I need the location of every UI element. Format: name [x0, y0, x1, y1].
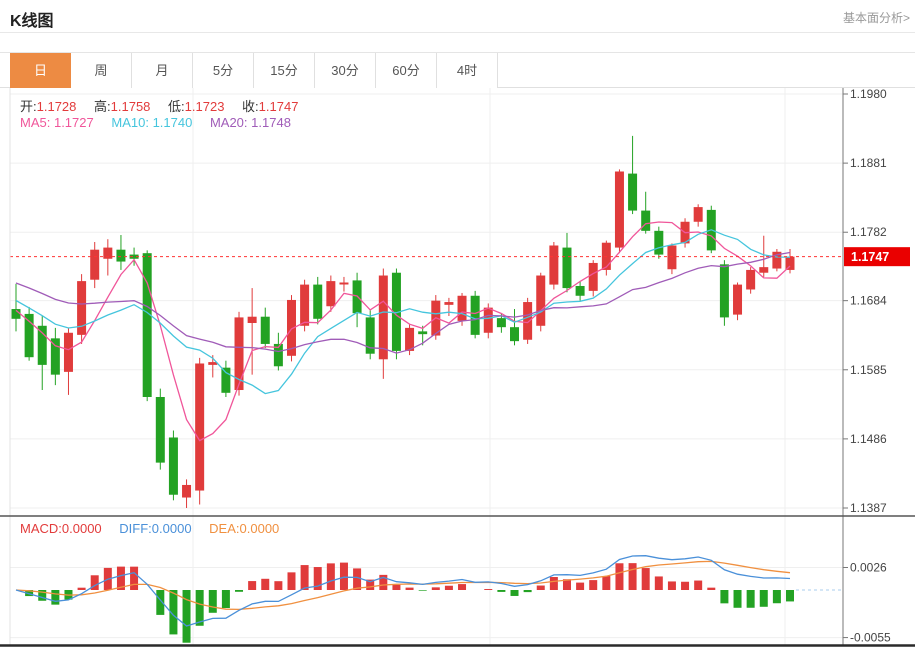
tab-4hour[interactable]: 4时 — [437, 53, 498, 88]
close-label: 收: — [242, 99, 259, 114]
ma10-label: MA10: — [111, 115, 149, 130]
widget-header: K线图 基本面分析> — [0, 0, 915, 33]
ma20-label: MA20: — [209, 115, 248, 130]
svg-text:0.0026: 0.0026 — [850, 561, 887, 575]
ma20-value: 1.1748 — [251, 115, 291, 130]
fundamental-analysis-link[interactable]: 基本面分析> — [842, 11, 910, 25]
low-label: 低: — [168, 99, 185, 114]
dea-value: 0.0000 — [239, 521, 280, 536]
close-value: 1.1747 — [258, 99, 299, 114]
tab-60min[interactable]: 60分 — [376, 53, 437, 88]
chart-area[interactable]: 1.1980 1.1881 1.1782 1.1684 1.1585 1.1486 1.13… — [0, 87, 915, 649]
kline-chart[interactable]: 1.1980 1.1881 1.1782 1.1684 1.1585 1.1486 1.13… — [0, 87, 915, 649]
tab-month[interactable]: 月 — [132, 53, 193, 88]
macd-label: MACD: — [20, 521, 62, 536]
svg-text:1.1747: 1.1747 — [851, 250, 889, 264]
ma5-value: 1.1727 — [53, 115, 94, 130]
tab-week[interactable]: 周 — [71, 53, 132, 88]
open-value: 1.1728 — [36, 99, 77, 114]
period-tabbar: 日 周 月 5分 15分 30分 60分 4时 — [0, 52, 915, 88]
svg-text:1.1980: 1.1980 — [850, 88, 887, 101]
macd-value: 0.0000 — [61, 521, 102, 536]
ma10-value: 1.1740 — [152, 115, 193, 130]
low-value: 1.1723 — [184, 99, 225, 114]
tab-30min[interactable]: 30分 — [315, 53, 376, 88]
page-title: K线图 — [10, 13, 54, 30]
ma-readout: MA5: 1.1727 MA10: 1.1740 MA20: 1.1748 — [20, 115, 305, 130]
open-label: 开: — [20, 99, 37, 114]
ohlc-readout: 开:1.1728 高:1.1758 低:1.1723 收:1.1747 — [20, 96, 312, 115]
svg-text:1.1486: 1.1486 — [850, 432, 887, 446]
svg-text:1.1387: 1.1387 — [850, 501, 887, 515]
tab-15min[interactable]: 15分 — [254, 53, 315, 88]
tab-day[interactable]: 日 — [10, 53, 71, 88]
svg-text:1.1782: 1.1782 — [850, 225, 887, 239]
macd-readout: MACD:0.0000 DIFF:0.0000 DEA:0.0000 — [20, 521, 293, 536]
tab-5min[interactable]: 5分 — [193, 53, 254, 88]
ma5-label: MA5: — [20, 115, 51, 130]
svg-text:1.1684: 1.1684 — [850, 294, 887, 308]
high-value: 1.1758 — [110, 99, 151, 114]
svg-text:1.1881: 1.1881 — [850, 156, 887, 170]
dea-label: DEA: — [209, 521, 240, 536]
diff-label: DIFF: — [119, 521, 152, 536]
svg-text:-0.0055: -0.0055 — [850, 631, 891, 645]
high-label: 高: — [94, 99, 111, 114]
svg-text:1.1585: 1.1585 — [850, 363, 887, 377]
diff-value: 0.0000 — [151, 521, 192, 536]
